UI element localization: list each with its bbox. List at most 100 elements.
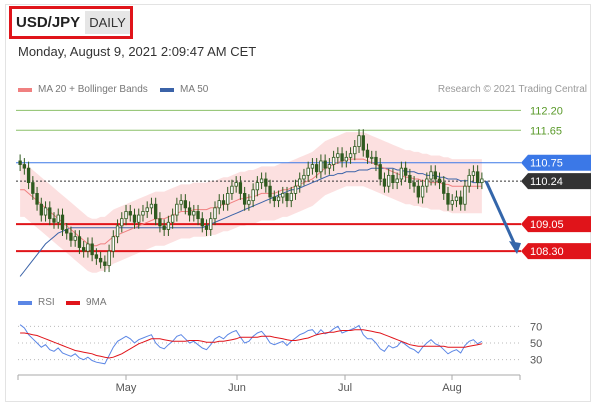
candle-body [302,174,306,180]
rsi-swatch [18,300,32,305]
candle-body [289,193,293,202]
candle-body [251,189,255,202]
candle-body [310,164,315,169]
candle-body [298,178,302,187]
candle-body [416,185,421,198]
candle-body [81,247,86,252]
candle-body [268,185,272,198]
legend-9ma: 9MA [66,297,107,308]
candle-body [39,203,43,216]
candle-body [209,218,213,230]
candle-body [361,135,365,151]
candle-body [234,182,238,187]
candle-body [336,153,340,158]
candle-body [183,200,188,209]
candle-body [196,211,200,220]
candle-body [48,207,52,220]
candle-body [200,218,204,227]
candle-body [281,193,285,198]
ma50-label: MA 50 [180,84,209,95]
candle-body [357,135,361,147]
rsi-line [19,324,483,365]
candle-body [221,200,226,205]
x-tick-label: Jul [338,382,352,394]
candle-body [132,214,137,223]
period-button[interactable]: DAILY [85,11,130,34]
candle-body [204,225,209,230]
level-label-1: 111.65 [530,125,562,137]
candle-body [480,178,484,183]
forecast-arrow [484,180,517,246]
level-label-5: 108.30 [530,246,564,258]
candle-body [323,160,327,169]
candle-body [111,236,115,252]
candle-body [382,178,387,187]
level-tag-2 [521,154,591,171]
candle-body [259,178,264,183]
candle-body [128,211,132,216]
candle-body [65,229,69,234]
candle-body [331,156,336,165]
candle-body [319,160,323,173]
candle-body [437,178,442,183]
candle-body [408,174,412,183]
candle-body [56,214,60,223]
candle-body [217,200,221,209]
candle-body [446,193,450,205]
rsi-tick-label: 30 [530,355,542,367]
candle-body [327,164,332,169]
candle-body [35,193,39,205]
level-tag-5 [521,243,591,260]
forecast-arrowhead [509,241,521,255]
candle-body [348,153,353,158]
candle-body [120,218,124,227]
candle-body [276,196,281,202]
candle-body [387,174,391,187]
candle-body [242,193,247,205]
candle-body [471,171,476,176]
candle-body [141,211,145,216]
candle-body [399,167,404,180]
candle-body [69,232,73,241]
candle-body [179,200,183,205]
ma20-line [20,158,482,247]
candle-body [94,254,99,259]
ma9-swatch [66,300,80,305]
candle-body [306,167,310,176]
candle-body [353,146,357,155]
candle-body [255,182,260,191]
candle-body [162,225,166,230]
candle-body [412,182,416,187]
candle-body [247,200,251,205]
candle-body [124,211,128,220]
candle-body [340,153,344,162]
x-tick-label: Aug [442,382,462,394]
candle-body [344,156,348,162]
candle-body [238,182,243,194]
candle-body [107,250,111,266]
candle-body [137,214,141,223]
ma20-swatch [18,87,32,92]
ma50-swatch [160,87,174,92]
rsi-9ma-line [20,329,483,359]
candle-body [90,243,94,256]
candle-body [18,160,22,165]
candle-body [52,218,56,223]
candle-body [314,164,319,173]
candle-body [365,149,370,158]
candle-body [154,203,158,220]
candle-body [103,261,107,266]
candle-body [285,193,289,202]
candle-body [293,185,298,194]
candle-body [272,196,276,202]
candle-body [60,214,65,230]
candle-body [149,203,154,209]
candle-body [86,243,90,252]
rsi-tick-label: 70 [530,321,542,333]
candle-body [187,207,192,216]
candle-body [264,178,268,187]
currency-pair-title: USD/JPY [16,14,81,31]
candle-body [192,211,196,216]
legend-ma50: MA 50 [160,84,208,95]
